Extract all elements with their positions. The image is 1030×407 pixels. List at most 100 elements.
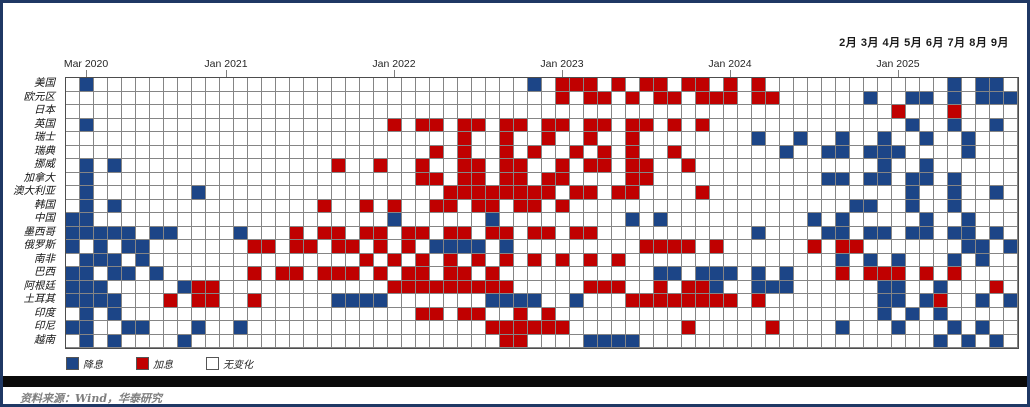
heatmap-cell	[822, 172, 836, 186]
heatmap-cell	[332, 159, 346, 173]
heatmap-cell	[80, 334, 94, 348]
heatmap-cell	[500, 334, 514, 348]
heatmap-cell	[388, 78, 402, 92]
heatmap-cell	[220, 78, 234, 92]
heatmap-cell	[570, 321, 584, 335]
heatmap-cell	[178, 186, 192, 200]
heatmap-cell	[570, 280, 584, 294]
heatmap-cell	[710, 159, 724, 173]
heatmap-cell	[318, 213, 332, 227]
heatmap-cell	[248, 132, 262, 146]
heatmap-cell	[290, 321, 304, 335]
heatmap-cell	[794, 91, 808, 105]
heatmap-cell	[892, 240, 906, 254]
heatmap-cell	[948, 91, 962, 105]
heatmap-cell	[458, 159, 472, 173]
heatmap-cell	[990, 321, 1004, 335]
heatmap-cell	[654, 172, 668, 186]
heatmap-cell	[248, 321, 262, 335]
heatmap-cell	[388, 213, 402, 227]
heatmap-cell	[150, 307, 164, 321]
heatmap-cell	[808, 226, 822, 240]
heatmap-cell	[514, 105, 528, 119]
heatmap-cell	[332, 91, 346, 105]
heatmap-cell	[332, 213, 346, 227]
heatmap-cell	[234, 253, 248, 267]
heatmap-cell	[640, 267, 654, 281]
heatmap-cell	[234, 213, 248, 227]
heatmap-cell	[682, 91, 696, 105]
heatmap-cell	[654, 321, 668, 335]
heatmap-cell	[276, 253, 290, 267]
heatmap-cell	[808, 240, 822, 254]
heatmap-cell	[192, 307, 206, 321]
heatmap-cell	[584, 240, 598, 254]
heatmap-cell	[276, 321, 290, 335]
heatmap-cell	[248, 253, 262, 267]
heatmap-cell	[976, 280, 990, 294]
heatmap-cell	[948, 159, 962, 173]
heatmap-cell	[934, 199, 948, 213]
heatmap-cell	[122, 118, 136, 132]
heatmap-cell	[388, 105, 402, 119]
heatmap-cell	[248, 91, 262, 105]
heatmap-cell	[304, 199, 318, 213]
heatmap-cell	[276, 118, 290, 132]
heatmap-cell	[66, 91, 80, 105]
heatmap-cell	[724, 132, 738, 146]
heatmap-cell	[920, 132, 934, 146]
heatmap-cell	[696, 253, 710, 267]
heatmap-cell	[164, 186, 178, 200]
heatmap-cell	[94, 240, 108, 254]
heatmap-cell	[318, 280, 332, 294]
heatmap-cell	[612, 253, 626, 267]
row-label: 印尼	[34, 320, 55, 332]
heatmap-cell	[514, 280, 528, 294]
heatmap-cell	[654, 145, 668, 159]
heatmap-cell	[710, 105, 724, 119]
heatmap-cell	[878, 240, 892, 254]
heatmap-cell	[906, 91, 920, 105]
heatmap-cell	[934, 186, 948, 200]
heatmap-cell	[388, 267, 402, 281]
heatmap-cell	[178, 172, 192, 186]
heatmap-cell	[752, 105, 766, 119]
heatmap-cell	[80, 105, 94, 119]
heatmap-cell	[136, 172, 150, 186]
heatmap-cell	[654, 118, 668, 132]
heatmap-cell	[556, 240, 570, 254]
heatmap-cell	[570, 118, 584, 132]
heatmap-cell	[808, 294, 822, 308]
heatmap-cell	[122, 321, 136, 335]
heatmap-cell	[794, 118, 808, 132]
heatmap-cell	[542, 226, 556, 240]
heatmap-cell	[500, 118, 514, 132]
heatmap-cell	[654, 240, 668, 254]
heatmap-cell	[808, 267, 822, 281]
heatmap-cell	[612, 91, 626, 105]
heatmap-cell	[276, 226, 290, 240]
heatmap-cell	[430, 186, 444, 200]
heatmap-cell	[346, 78, 360, 92]
heatmap-cell	[514, 78, 528, 92]
heatmap-cell	[948, 132, 962, 146]
heatmap-cell	[80, 186, 94, 200]
heatmap-cell	[192, 294, 206, 308]
heatmap-cell	[164, 159, 178, 173]
heatmap-cell	[66, 145, 80, 159]
heatmap-cell	[668, 91, 682, 105]
heatmap-cell	[836, 280, 850, 294]
heatmap-cell	[248, 294, 262, 308]
heatmap-cell	[808, 159, 822, 173]
x-axis-label: Jan 2021	[204, 58, 248, 70]
row-label: 中国	[34, 212, 55, 224]
heatmap-cell	[794, 78, 808, 92]
heatmap-cell	[892, 91, 906, 105]
heatmap-cell	[682, 105, 696, 119]
heatmap-cell	[472, 226, 486, 240]
heatmap-cell	[80, 280, 94, 294]
heatmap-cell	[612, 307, 626, 321]
heatmap-cell	[724, 334, 738, 348]
heatmap-cell	[836, 91, 850, 105]
heatmap-cell	[570, 253, 584, 267]
